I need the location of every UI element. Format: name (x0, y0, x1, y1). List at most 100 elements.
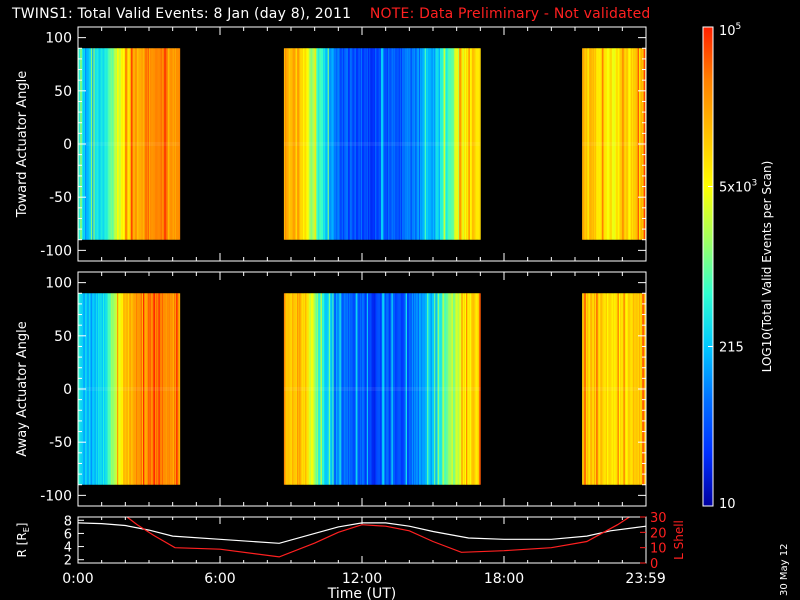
heatmap-column (442, 293, 445, 485)
heatmap-column (302, 48, 305, 240)
heatmap-column (635, 293, 637, 485)
heatmap-column (446, 48, 448, 240)
heatmap-column (376, 48, 378, 240)
heatmap-column (337, 48, 339, 240)
heatmap-column (294, 293, 297, 485)
heatmap-column (283, 293, 286, 485)
zero-angle-band (78, 387, 180, 391)
heatmap-column (450, 48, 453, 240)
heatmap-column (356, 48, 358, 240)
heatmap-column (92, 48, 94, 240)
heatmap-column (389, 48, 391, 240)
heatmap-column (438, 293, 441, 485)
heatmap-column (111, 48, 113, 240)
heatmap-column (325, 48, 327, 240)
heatmap-column (404, 48, 407, 240)
heatmap-column (454, 293, 456, 485)
heatmap-column (468, 48, 471, 240)
heatmap-column (415, 293, 417, 485)
heatmap-column (621, 293, 623, 485)
title-main: TWINS1: Total Valid Events: 8 Jan (day 8… (12, 6, 352, 22)
heatmap-column (384, 293, 387, 485)
heatmap-column (405, 48, 408, 240)
heatmap-column (401, 293, 403, 485)
heatmap-column (447, 293, 449, 485)
heatmap-column (467, 293, 469, 485)
heatmap-column (107, 48, 110, 240)
data-segment (283, 293, 481, 485)
heatmap-column (285, 48, 287, 240)
heatmap-column (107, 293, 110, 485)
heatmap-column (464, 48, 467, 240)
heatmap-column (612, 48, 615, 240)
y2-tick-label: 20 (650, 526, 667, 541)
heatmap-column (289, 293, 292, 485)
heatmap-column (603, 48, 605, 240)
heatmap-column (417, 293, 420, 485)
heatmap-column (132, 293, 135, 485)
heatmap-column (433, 293, 435, 485)
heatmap-column (617, 293, 620, 485)
heatmap-column (596, 293, 598, 485)
heatmap-column (434, 48, 436, 240)
y-tick-label: 8 (64, 514, 72, 529)
heatmap-column (299, 293, 301, 485)
heatmap-column (132, 48, 135, 240)
heatmap-column (126, 48, 129, 240)
heatmap-column (371, 48, 374, 240)
heatmap-column (154, 48, 157, 240)
y-tick-label: 100 (45, 276, 72, 292)
heatmap-column (462, 48, 465, 240)
heatmap-column (422, 48, 424, 240)
heatmap-column (614, 48, 616, 240)
heatmap-column (87, 293, 90, 485)
heatmap-column (340, 293, 343, 485)
heatmap-column (124, 293, 126, 485)
heatmap-column (373, 293, 376, 485)
heatmap-column (605, 293, 608, 485)
heatmap-column (345, 293, 348, 485)
heatmap-column (630, 293, 633, 485)
heatmap-column (597, 293, 600, 485)
zero-angle-band (582, 387, 646, 391)
heatmap-column (164, 293, 166, 485)
heatmap-column (636, 293, 639, 485)
heatmap-column (160, 293, 163, 485)
heatmap-column (624, 293, 627, 485)
heatmap-column (476, 293, 479, 485)
heatmap-column (95, 48, 98, 240)
heatmap-column (111, 293, 113, 485)
heatmap-column (327, 293, 330, 485)
heatmap-column (612, 293, 615, 485)
heatmap-column (431, 48, 434, 240)
heatmap-column (109, 48, 112, 240)
heatmap-column (584, 48, 587, 240)
heatmap-column (459, 293, 461, 485)
heatmap-column (351, 293, 353, 485)
heatmap-column (150, 293, 152, 485)
heatmap-column (609, 293, 611, 485)
heatmap-column (372, 48, 375, 240)
heatmap-column (443, 48, 446, 240)
heatmap-column (370, 48, 372, 240)
heatmap-column (309, 293, 312, 485)
heatmap-column (617, 48, 620, 240)
heatmap-column (304, 293, 306, 485)
heatmap-column (341, 293, 344, 485)
heatmap-column (164, 48, 166, 240)
zero-angle-band (283, 142, 481, 146)
heatmap-column (437, 293, 440, 485)
heatmap-column (177, 48, 179, 240)
heatmap-column (373, 48, 376, 240)
heatmap-column (474, 293, 476, 485)
heatmap-column (100, 48, 103, 240)
heatmap-column (176, 293, 178, 485)
x-tick-label: 18:00 (484, 571, 524, 587)
heatmap-column (120, 293, 123, 485)
heatmap-column (356, 293, 358, 485)
heatmap-column (334, 48, 337, 240)
heatmap-column (306, 48, 308, 240)
heatmap-column (351, 48, 353, 240)
heatmap-column (320, 48, 323, 240)
heatmap-column (162, 48, 164, 240)
